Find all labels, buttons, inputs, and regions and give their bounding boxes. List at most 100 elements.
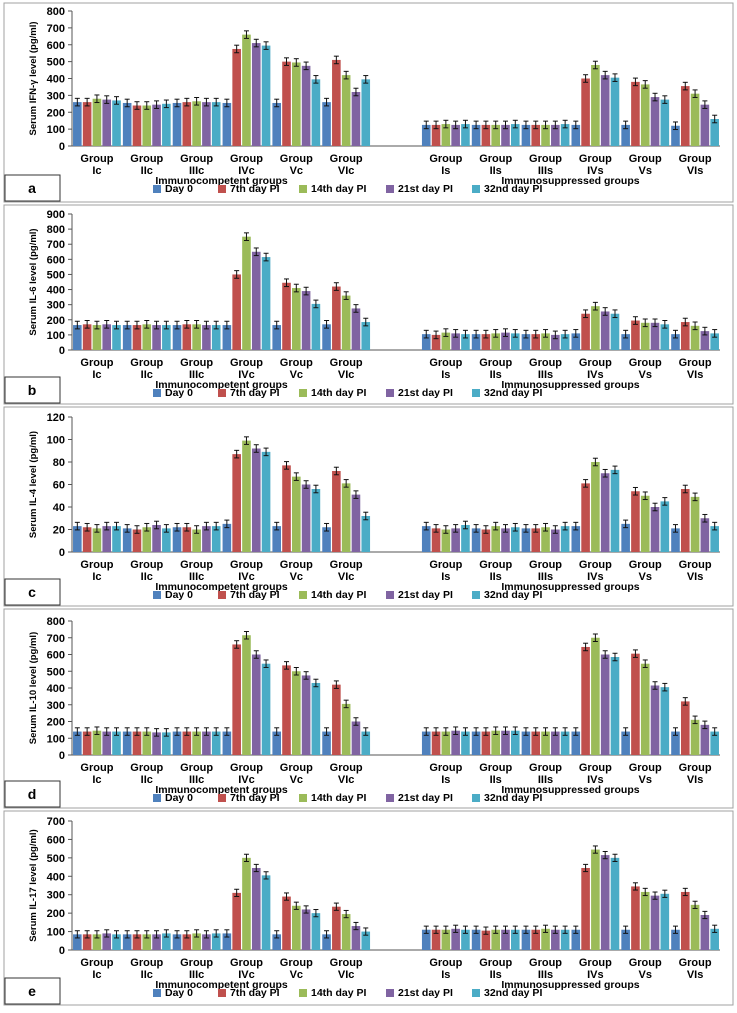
x-tick-label: IVc [238,571,255,583]
x-tick-label: Group [280,153,313,165]
x-tick-label: Group [579,762,612,774]
bar [261,663,271,755]
bar [112,731,121,755]
chart-panel-a: 0 100 200 300 400 500 600 700 800 Serum IFN-γ lev… [3,2,734,203]
bar [122,102,132,146]
panel-label: c [28,584,36,600]
bar [501,730,510,755]
x-tick-label: Ic [92,571,101,583]
bar [92,98,102,146]
bar [361,516,371,552]
bar [510,730,520,755]
legend-swatch [218,591,226,599]
y-tick-label: 300 [47,300,65,312]
bar [272,934,282,950]
x-tick-label: Group [429,153,462,165]
bar [142,105,152,146]
chart-panel-e: 0 100 200 300 400 500 600 700 Serum IL-17 level … [3,810,734,1006]
legend-swatch [472,185,480,193]
bar [332,286,341,350]
group-label-suppressed: Immunosuppressed groups [501,175,639,187]
x-tick-label: IIc [141,369,153,381]
legend-swatch [299,185,307,193]
bar [671,334,680,350]
group-label-suppressed: Immunosuppressed groups [501,784,639,796]
x-tick-label: Vs [638,774,651,786]
x-tick-label: Group [529,153,562,165]
x-tick-label: IVs [587,774,604,786]
bar [631,491,640,552]
bar [332,684,341,755]
bar [501,929,510,950]
bar [222,731,232,755]
y-tick-label: 400 [47,285,65,297]
y-tick-label: 100 [47,124,65,136]
bar [421,929,431,950]
x-tick-label: Group [230,153,263,165]
x-tick-label: Group [180,957,213,969]
bar [621,523,630,552]
x-tick-label: IIs [490,774,502,786]
bar [700,914,710,950]
panel-label: b [28,382,37,398]
group-label-competent: Immunocompetent groups [155,784,288,796]
bar [162,103,171,146]
bar [242,236,251,350]
legend-swatch [153,389,161,397]
x-tick-label: IIIc [189,369,204,381]
x-tick-label: VIs [687,969,704,981]
y-tick-label: 0 [59,945,65,957]
panel-border [3,810,734,1006]
bar [680,86,690,146]
bar [122,325,132,350]
bar [351,308,361,350]
bar [441,332,451,350]
x-tick-label: Group [180,357,213,369]
bar [621,731,630,755]
bar [162,528,171,552]
bar [112,526,121,552]
x-tick-label: Group [579,559,612,571]
bar [491,730,500,755]
x-tick-label: Group [679,762,712,774]
x-tick-label: VIs [687,165,704,177]
panel-border [3,608,734,809]
x-tick-label: Group [80,957,113,969]
bar [162,732,171,755]
y-tick-label: 700 [47,239,65,251]
bar [710,333,719,350]
x-tick-label: Ic [92,165,101,177]
bar [152,732,161,755]
y-tick-label: 500 [47,666,65,678]
bar [660,501,670,552]
x-tick-label: Group [629,559,662,571]
y-tick-label: 800 [47,224,65,236]
bar [361,931,371,950]
legend-label: 32nd day PI [484,589,542,601]
bar [690,325,700,350]
bar [211,102,221,146]
legend-label: 32nd day PI [484,792,542,804]
bar [251,654,261,755]
bar [152,525,161,552]
x-tick-label: Group [679,153,712,165]
bar [560,334,570,350]
x-tick-label: Group [679,559,712,571]
legend-swatch [153,185,161,193]
bar [182,102,192,146]
bar [152,934,161,950]
bar [690,904,700,950]
bar [431,929,441,950]
x-tick-label: VIs [687,369,704,381]
bar [292,288,301,350]
bar [132,934,142,950]
bar [640,891,650,950]
bar [471,528,481,552]
bar [680,891,690,950]
x-tick-label: Group [529,357,562,369]
chart-panel-d: 0 100 200 300 400 500 600 700 800 Serum IL-10 lev… [3,608,734,809]
bar [82,731,92,755]
x-tick-label: Vs [638,165,651,177]
bar [232,644,241,755]
bar [292,905,301,950]
